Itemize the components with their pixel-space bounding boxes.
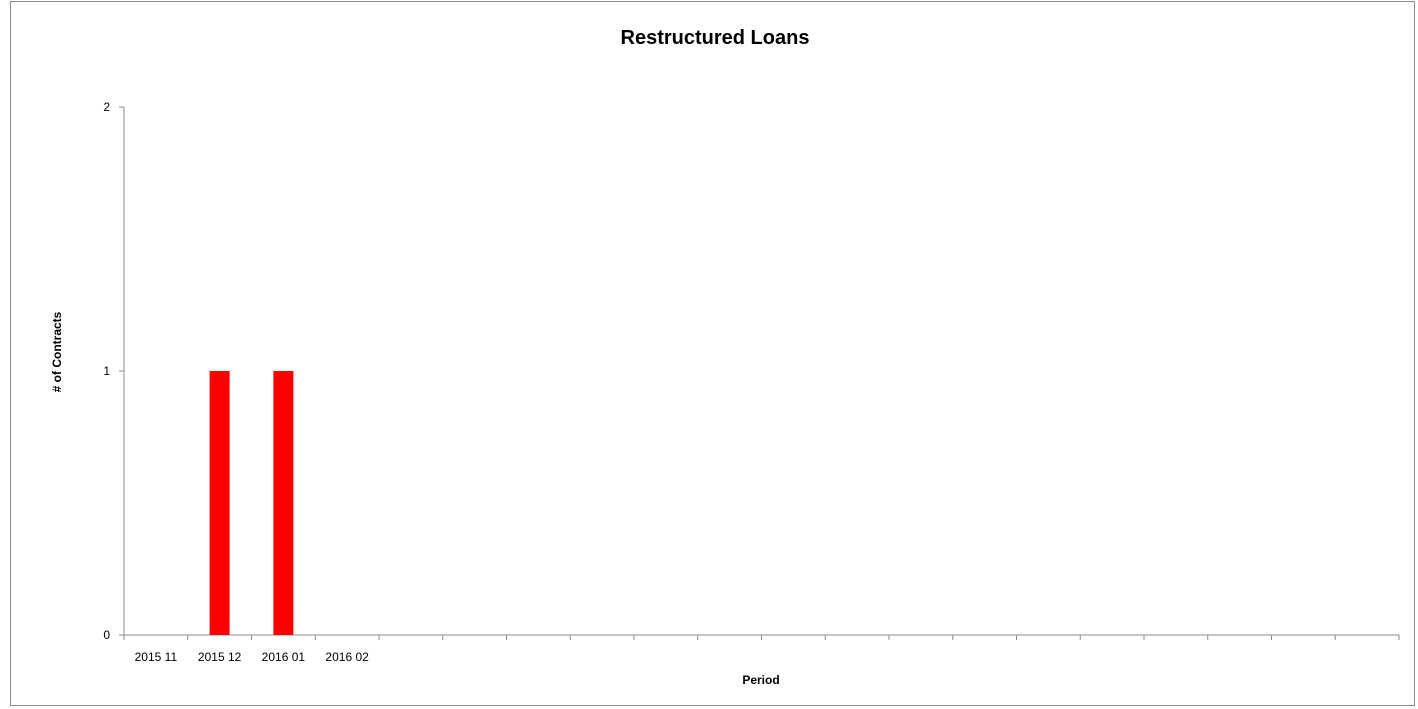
bar-2 <box>273 371 294 635</box>
chart-title: Restructured Loans <box>621 27 810 49</box>
y-tick-label-1: 1 <box>103 364 110 378</box>
x-tick-label-0: 2015 11 <box>135 650 178 664</box>
y-tick-label-2: 2 <box>103 100 110 114</box>
chart-area <box>10 1 1415 706</box>
x-axis-title: Period <box>742 673 779 687</box>
plot-layer: 0 1 2 2015 11 2015 12 2016 01 2016 02 <box>103 100 1400 664</box>
y-tick-label-0: 0 <box>103 628 110 642</box>
bar-1 <box>209 371 230 635</box>
x-tick-label-2: 2016 01 <box>262 650 306 664</box>
x-tick-label-3: 2016 02 <box>325 650 369 664</box>
x-tick-label-1: 2015 12 <box>198 650 242 664</box>
y-axis-title: # of Contracts <box>50 311 64 392</box>
